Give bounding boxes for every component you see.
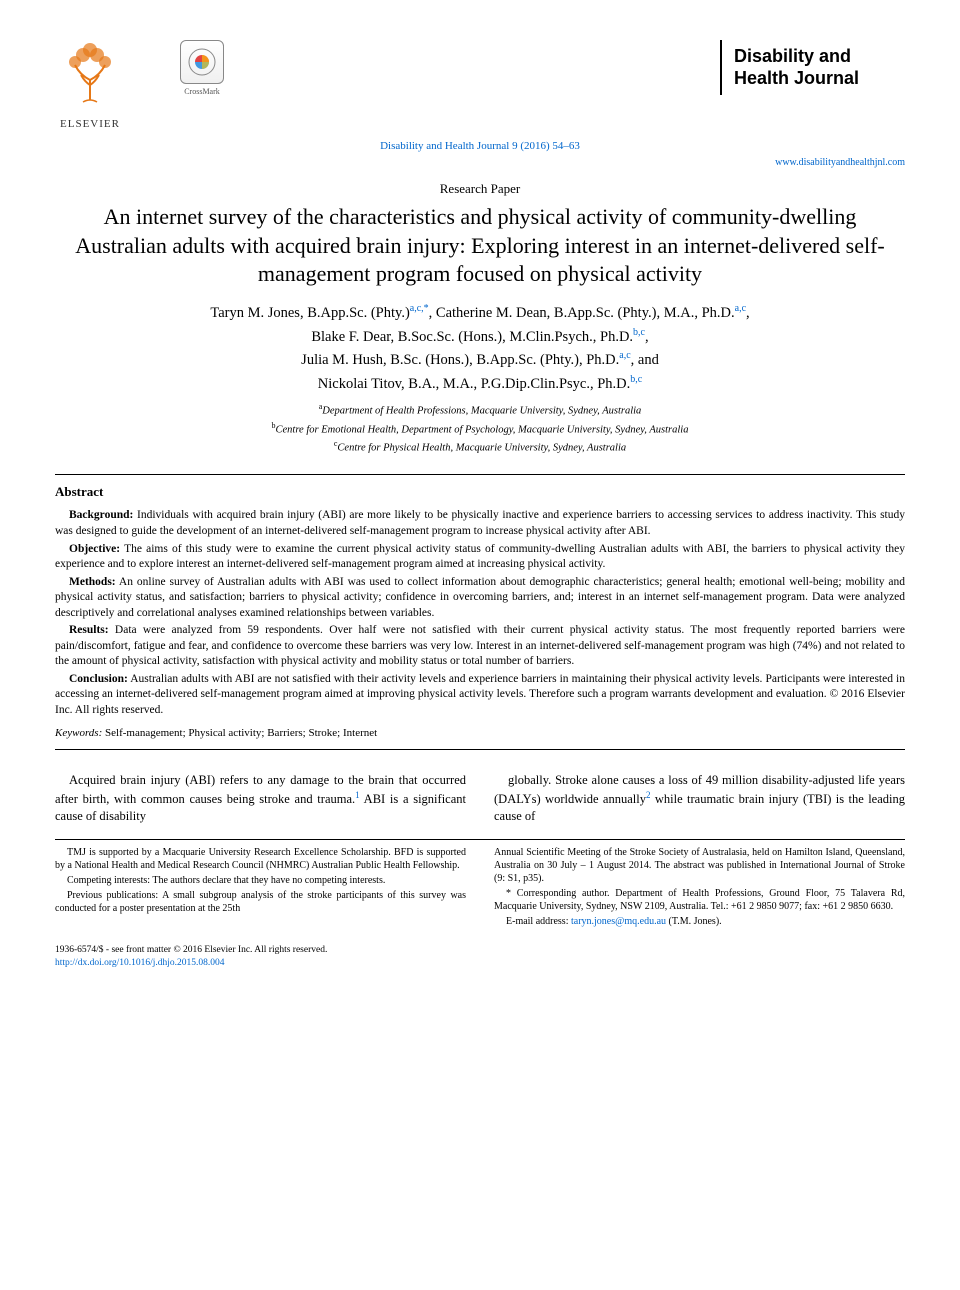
author-1: Taryn M. Jones, B.App.Sc. (Phty.) bbox=[210, 305, 409, 321]
journal-url[interactable]: www.disabilityandhealthjnl.com bbox=[55, 156, 905, 170]
issn-line: 1936-6574/$ - see front matter © 2016 El… bbox=[55, 944, 327, 957]
journal-title-box: Disability and Health Journal bbox=[720, 40, 905, 95]
footnote-conference: Annual Scientific Meeting of the Stroke … bbox=[494, 846, 905, 885]
footnote-previous: Previous publications: A small subgroup … bbox=[55, 889, 466, 915]
affiliation-c: Centre for Physical Health, Macquarie Un… bbox=[337, 442, 626, 453]
abstract-background: Individuals with acquired brain injury (… bbox=[55, 509, 905, 537]
page-container: ELSEVIER CrossMark Disability and Health… bbox=[0, 0, 960, 999]
keywords: Keywords: Self-management; Physical acti… bbox=[55, 726, 905, 741]
affiliations: aDepartment of Health Professions, Macqu… bbox=[55, 401, 905, 456]
keywords-text: Self-management; Physical activity; Barr… bbox=[102, 727, 377, 739]
header-row: ELSEVIER CrossMark Disability and Health… bbox=[55, 40, 905, 131]
author-2: Catherine M. Dean, B.App.Sc. (Phty.), M.… bbox=[436, 305, 735, 321]
publisher-name: ELSEVIER bbox=[55, 117, 125, 132]
abstract-conclusion-label: Conclusion: bbox=[69, 673, 128, 685]
footnote-competing: Competing interests: The authors declare… bbox=[55, 874, 466, 887]
author-4: Julia M. Hush, B.Sc. (Hons.), B.App.Sc. … bbox=[301, 352, 619, 368]
abstract-objective: The aims of this study were to examine t… bbox=[55, 543, 905, 571]
footnotes-col-2: Annual Scientific Meeting of the Stroke … bbox=[494, 846, 905, 930]
abstract-heading: Abstract bbox=[55, 483, 905, 501]
abstract-background-label: Background: bbox=[69, 509, 133, 521]
keywords-label: Keywords: bbox=[55, 727, 102, 739]
abstract-methods: An online survey of Australian adults wi… bbox=[55, 576, 905, 619]
divider-bottom bbox=[55, 749, 905, 750]
abstract-methods-label: Methods: bbox=[69, 576, 116, 588]
footnotes: TMJ is supported by a Macquarie Universi… bbox=[55, 839, 905, 930]
journal-name-line2: Health Journal bbox=[734, 68, 905, 90]
abstract-objective-label: Objective: bbox=[69, 543, 120, 555]
crossmark-label: CrossMark bbox=[180, 87, 224, 98]
affiliation-b: Centre for Emotional Health, Department … bbox=[276, 424, 689, 435]
footnotes-col-1: TMJ is supported by a Macquarie Universi… bbox=[55, 846, 466, 930]
bottom-left: 1936-6574/$ - see front matter © 2016 El… bbox=[55, 944, 327, 970]
body-col-2: globally. Stroke alone causes a loss of … bbox=[494, 772, 905, 825]
doi-link[interactable]: http://dx.doi.org/10.1016/j.dhjo.2015.08… bbox=[55, 958, 225, 968]
elsevier-tree-icon bbox=[55, 40, 125, 110]
corresponding-email-link[interactable]: taryn.jones@mq.edu.au bbox=[571, 916, 666, 927]
abstract-results-label: Results: bbox=[69, 624, 109, 636]
footnote-email-label: E-mail address: bbox=[506, 916, 571, 927]
footnote-corresponding: * Corresponding author. Department of He… bbox=[494, 887, 905, 913]
body-col-1: Acquired brain injury (ABI) refers to an… bbox=[55, 772, 466, 825]
body-columns: Acquired brain injury (ABI) refers to an… bbox=[55, 772, 905, 825]
author-3: Blake F. Dear, B.Soc.Sc. (Hons.), M.Clin… bbox=[311, 328, 633, 344]
journal-reference: Disability and Health Journal 9 (2016) 5… bbox=[55, 139, 905, 154]
author-list: Taryn M. Jones, B.App.Sc. (Phty.)a,c,*, … bbox=[55, 301, 905, 395]
paper-type: Research Paper bbox=[55, 180, 905, 198]
crossmark-icon bbox=[187, 47, 217, 77]
abstract-body: Background: Individuals with acquired br… bbox=[55, 508, 905, 718]
publisher-logo: ELSEVIER bbox=[55, 40, 125, 131]
abstract-results: Data were analyzed from 59 respondents. … bbox=[55, 624, 905, 667]
journal-name-line1: Disability and bbox=[734, 46, 905, 68]
divider-top bbox=[55, 474, 905, 475]
header-left: ELSEVIER CrossMark bbox=[55, 40, 224, 131]
footnote-funding: TMJ is supported by a Macquarie Universi… bbox=[55, 846, 466, 872]
bottom-bar: 1936-6574/$ - see front matter © 2016 El… bbox=[55, 940, 905, 970]
author-5: Nickolai Titov, B.A., M.A., P.G.Dip.Clin… bbox=[318, 376, 630, 392]
affiliation-a: Department of Health Professions, Macqua… bbox=[322, 406, 641, 417]
abstract-conclusion: Australian adults with ABI are not satis… bbox=[55, 673, 905, 716]
footnote-email-suffix: (T.M. Jones). bbox=[666, 916, 722, 927]
crossmark-badge[interactable]: CrossMark bbox=[180, 40, 224, 98]
article-title: An internet survey of the characteristic… bbox=[65, 203, 895, 289]
